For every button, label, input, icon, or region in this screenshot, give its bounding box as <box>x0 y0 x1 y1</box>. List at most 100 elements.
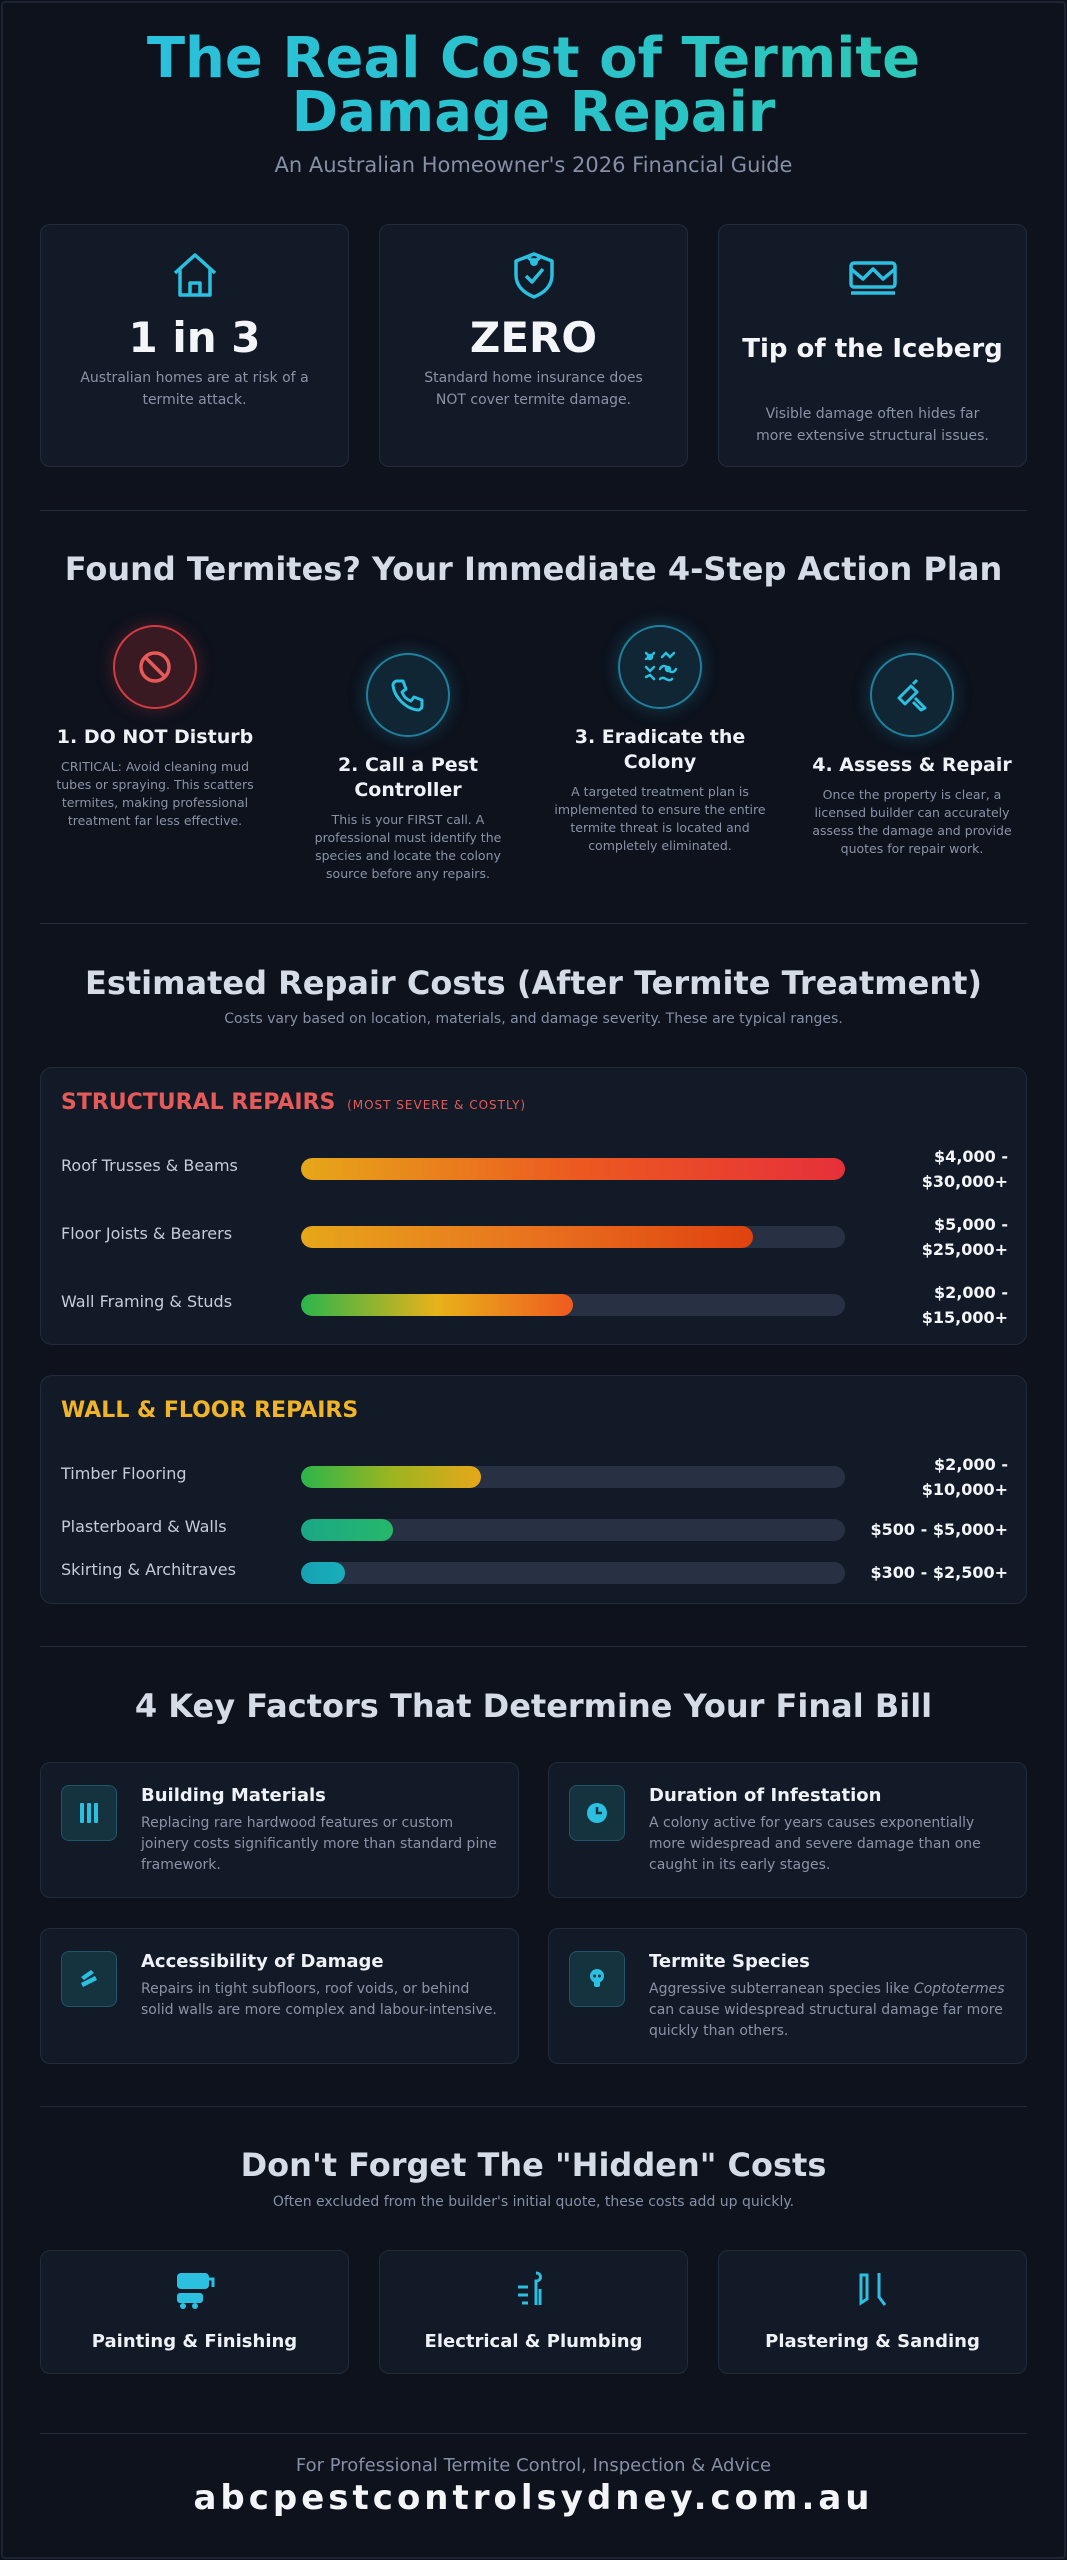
structural-heading-tag: (MOST SEVERE & COSTLY) <box>347 1098 527 1112</box>
step-1: 1. DO NOT Disturb CRITICAL: Avoid cleani… <box>35 625 275 830</box>
structural-heading-label: STRUCTURAL REPAIRS <box>61 1090 336 1115</box>
cost-bar-track <box>301 1294 845 1316</box>
hidden-cost-label: Electrical & Plumbing <box>424 2331 643 2352</box>
cost-value: $4,000 - $30,000+ <box>921 1147 1008 1191</box>
hidden-cost-label: Painting & Finishing <box>91 2331 298 2352</box>
ban-icon <box>113 625 197 709</box>
stat-value: 1 in 3 <box>128 313 261 362</box>
cost-row-timber-flooring: Timber Flooring $2,000 - $10,000+ <box>61 1452 1008 1499</box>
cost-row-wall-framing: Wall Framing & Studs $2,000 - $15,000+ <box>61 1280 1008 1327</box>
factor-building-materials: Building Materials Replacing rare hardwo… <box>40 1762 519 1898</box>
paint-roller-icon <box>41 2269 348 2313</box>
house-icon <box>41 249 348 303</box>
cost-label: Wall Framing & Studs <box>61 1292 233 1311</box>
stat-description: Standard home insurance does NOT cover t… <box>424 370 643 408</box>
factor-description: Aggressive subterranean species like Cop… <box>649 1981 1005 2039</box>
page-subtitle: An Australian Homeowner's 2026 Financial… <box>274 153 793 177</box>
step-description: A targeted treatment plan is implemented… <box>554 784 766 853</box>
step-2: 2. Call a Pest Controller This is your F… <box>288 653 528 883</box>
cost-value: $5,000 - $25,000+ <box>921 1215 1008 1259</box>
clock-icon <box>569 1785 625 1841</box>
stat-description: Australian homes are at risk of a termit… <box>80 370 309 408</box>
factor-accessibility: Accessibility of Damage Repairs in tight… <box>40 1928 519 2064</box>
step-3: 3. Eradicate the Colony A targeted treat… <box>540 625 780 855</box>
step-title: 2. Call a Pest Controller <box>337 754 479 801</box>
cost-value: $2,000 - $10,000+ <box>921 1455 1008 1499</box>
step-description: Once the property is clear, a licensed b… <box>812 787 1012 856</box>
cost-bar-fill <box>301 1562 345 1584</box>
cost-bar-fill <box>301 1226 753 1248</box>
hidden-cost-label: Plastering & Sanding <box>765 2331 980 2352</box>
cost-bar-track <box>301 1466 845 1488</box>
cost-value: $500 - $5,000+ <box>870 1520 1008 1539</box>
wall-floor-heading: WALL & FLOOR REPAIRS <box>61 1398 359 1423</box>
cost-bar-track <box>301 1158 845 1180</box>
cost-bar-track <box>301 1519 845 1541</box>
trowel-icon <box>719 2269 1026 2313</box>
factor-description: A colony active for years causes exponen… <box>649 1815 981 1873</box>
factor-title: Termite Species <box>649 1951 810 1972</box>
cost-value: $2,000 - $15,000+ <box>921 1283 1008 1327</box>
broken-house-icon <box>719 249 1026 303</box>
cost-bar-fill <box>301 1519 394 1541</box>
stat-description: Visible damage often hides far more exte… <box>756 406 989 444</box>
cost-bar-fill <box>301 1466 481 1488</box>
factor-duration: Duration of Infestation A colony active … <box>548 1762 1027 1898</box>
termites-icon <box>618 625 702 709</box>
bug-icon <box>569 1951 625 2007</box>
species-name: Coptotermes <box>913 1981 1005 1997</box>
cost-row-plasterboard: Plasterboard & Walls $500 - $5,000+ <box>61 1505 1008 1549</box>
cost-bar-fill <box>301 1158 845 1180</box>
hidden-costs-title: Don't Forget The "Hidden" Costs <box>240 2146 827 2184</box>
plug-icon <box>380 2269 687 2313</box>
shield-bug-icon <box>380 249 687 303</box>
factor-title: Accessibility of Damage <box>141 1951 384 1972</box>
stat-card-risk: 1 in 3 Australian homes are at risk of a… <box>40 224 349 467</box>
cost-label: Roof Trusses & Beams <box>61 1156 238 1175</box>
cost-row-floor-joists: Floor Joists & Bearers $5,000 - $25,000+ <box>61 1212 1008 1259</box>
cost-row-roof-trusses: Roof Trusses & Beams $4,000 - $30,000+ <box>61 1144 1008 1191</box>
factor-title: Building Materials <box>141 1785 326 1806</box>
cost-row-skirting: Skirting & Architraves $300 - $2,500+ <box>61 1548 1008 1592</box>
tools-icon <box>870 653 954 737</box>
hidden-cost-painting: Painting & Finishing <box>40 2250 349 2374</box>
footer-website[interactable]: abcpestcontrolsydney.com.au <box>193 2478 874 2518</box>
phone-icon <box>366 653 450 737</box>
structural-heading: STRUCTURAL REPAIRS (MOST SEVERE & COSTLY… <box>61 1090 526 1115</box>
section-divider <box>40 2433 1027 2434</box>
cost-bar-fill <box>301 1294 573 1316</box>
factor-title: Duration of Infestation <box>649 1785 882 1806</box>
hidden-cost-electrical: Electrical & Plumbing <box>379 2250 688 2374</box>
cost-label: Skirting & Architraves <box>61 1560 236 1579</box>
stat-value: ZERO <box>469 313 598 362</box>
section-divider <box>40 2106 1027 2107</box>
step-4: 4. Assess & Repair Once the property is … <box>792 653 1032 858</box>
wall-floor-repairs-panel: WALL & FLOOR REPAIRS Timber Flooring $2,… <box>40 1375 1027 1604</box>
factor-description: Replacing rare hardwood features or cust… <box>141 1815 497 1873</box>
costs-section-title: Estimated Repair Costs (After Termite Tr… <box>84 964 983 1002</box>
footer-lead: For Professional Termite Control, Inspec… <box>295 2455 772 2476</box>
cost-label: Floor Joists & Bearers <box>61 1224 233 1243</box>
stat-value: Tip of the Iceberg <box>742 334 1003 364</box>
cost-bar-track <box>301 1226 845 1248</box>
section-divider <box>40 923 1027 924</box>
cost-bar-track <box>301 1562 845 1584</box>
step-title: 3. Eradicate the Colony <box>574 726 746 773</box>
step-title: 1. DO NOT Disturb <box>56 726 254 748</box>
costs-section-subtitle: Costs vary based on location, materials,… <box>224 1011 843 1027</box>
step-title: 4. Assess & Repair <box>812 754 1012 776</box>
section-divider <box>40 1646 1027 1647</box>
structural-repairs-panel: STRUCTURAL REPAIRS (MOST SEVERE & COSTLY… <box>40 1067 1027 1345</box>
factor-description: Repairs in tight subfloors, roof voids, … <box>141 1981 497 2018</box>
stat-card-insurance: ZERO Standard home insurance does NOT co… <box>379 224 688 467</box>
step-description: This is your FIRST call. A professional … <box>314 812 502 881</box>
section-divider <box>40 510 1027 511</box>
step-description: CRITICAL: Avoid cleaning mud tubes or sp… <box>56 759 254 828</box>
materials-icon <box>61 1785 117 1841</box>
page-title: The Real Cost of Termite Damage Repair <box>40 31 1027 141</box>
hidden-costs-subtitle: Often excluded from the builder's initia… <box>272 2194 795 2210</box>
access-icon <box>61 1951 117 2007</box>
stat-card-iceberg: Tip of the Iceberg Visible damage often … <box>718 224 1027 467</box>
steps-section-title: Found Termites? Your Immediate 4-Step Ac… <box>64 550 1003 588</box>
